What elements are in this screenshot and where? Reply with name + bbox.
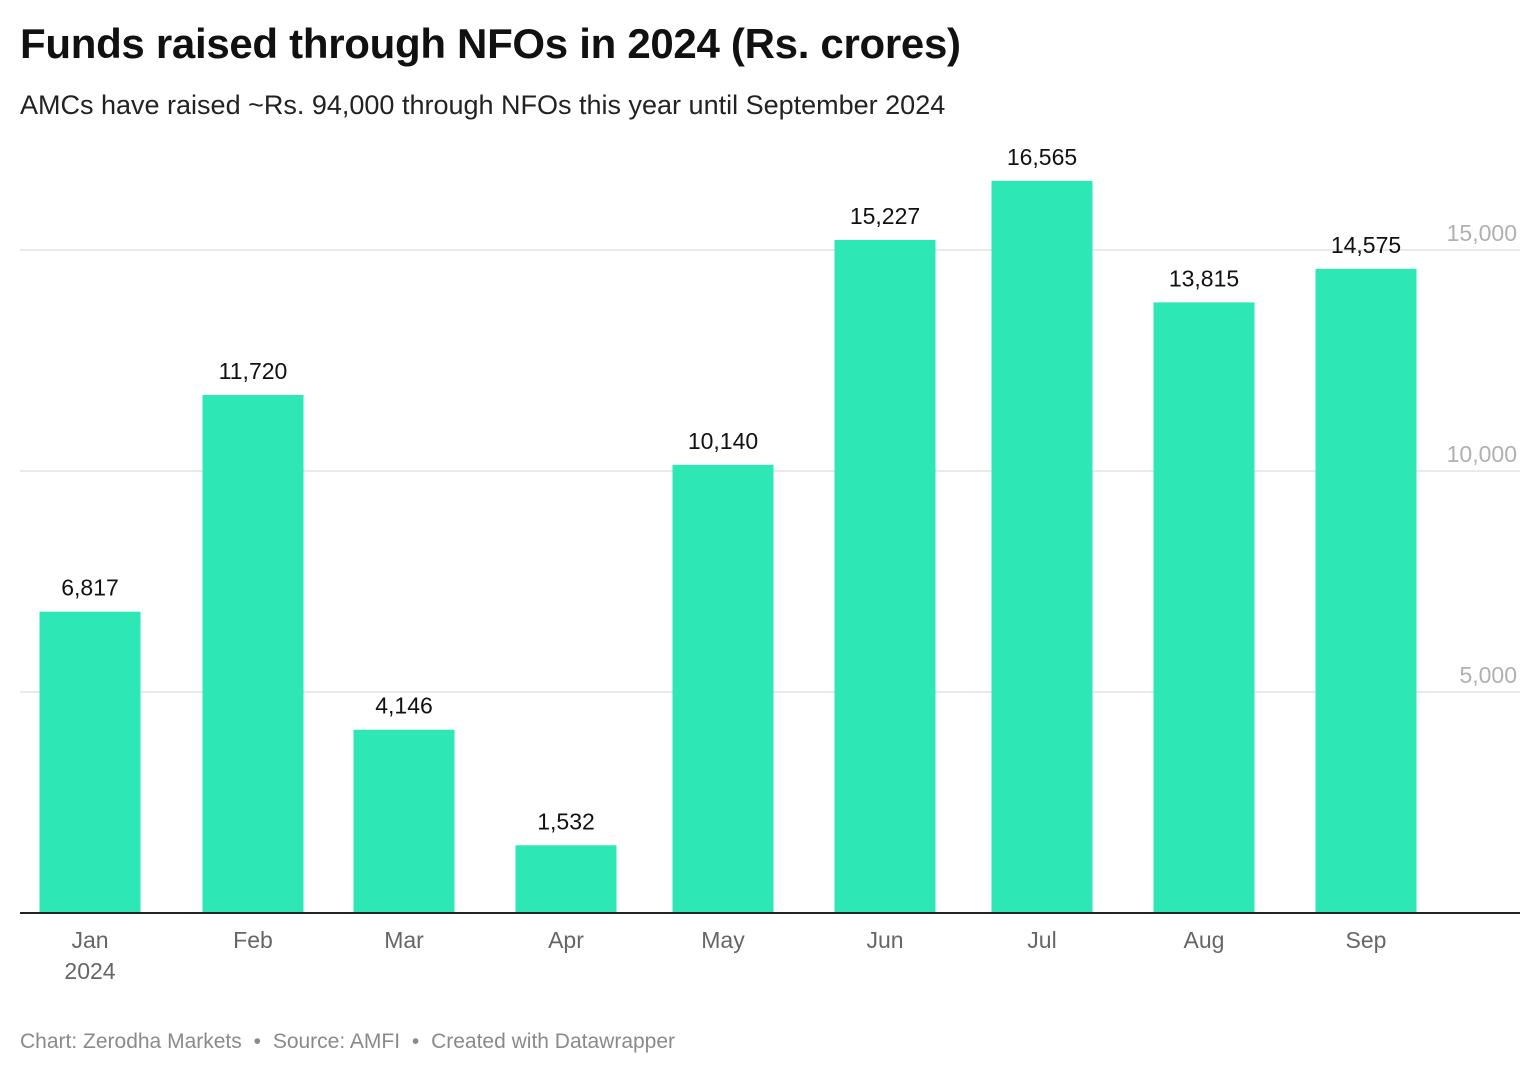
x-tick-label: Mar: [384, 927, 424, 953]
chart-title: Funds raised through NFOs in 2024 (Rs. c…: [20, 20, 961, 67]
x-tick-label: Jun: [866, 927, 903, 953]
x-tick-label: Jul: [1027, 927, 1056, 953]
value-label: 15,227: [850, 203, 920, 229]
bar-feb: [202, 394, 304, 913]
bar-jul: [991, 180, 1093, 913]
value-label: 11,720: [219, 358, 288, 384]
value-label: 13,815: [1169, 265, 1239, 291]
footer-separator: •: [411, 1030, 420, 1053]
bar-apr: [515, 845, 617, 913]
y-tick-label: 10,000: [1447, 441, 1517, 467]
bar-jun: [834, 239, 936, 913]
x-tick-label: Sep: [1346, 927, 1387, 953]
bar-jan: [39, 611, 141, 913]
value-label: 4,146: [375, 693, 433, 719]
value-label: 6,817: [61, 575, 119, 601]
chart-subtitle: AMCs have raised ~Rs. 94,000 through NFO…: [20, 90, 946, 120]
y-tick-label: 15,000: [1447, 220, 1517, 246]
x-tick-sublabel: 2024: [64, 958, 115, 984]
x-tick-label: May: [701, 927, 745, 953]
footer-separator: •: [253, 1030, 261, 1053]
x-tick-label: Aug: [1184, 927, 1225, 953]
footer-chart-credit: Chart: Zerodha Markets: [20, 1030, 242, 1053]
footer-source: Source: AMFI: [272, 1030, 401, 1053]
x-tick-label: Feb: [233, 927, 273, 953]
value-label: 10,140: [688, 428, 758, 454]
value-label: 14,575: [1331, 232, 1401, 258]
y-tick-label: 5,000: [1459, 662, 1517, 688]
x-tick-label: Jan: [71, 927, 108, 953]
value-label: 16,565: [1007, 144, 1077, 170]
value-label: 1,532: [537, 808, 595, 834]
x-tick-label: Apr: [548, 927, 584, 953]
bar-may: [672, 464, 774, 913]
bar-aug: [1153, 302, 1255, 913]
bar-sep: [1315, 268, 1417, 913]
chart-footer: Chart: Zerodha Markets • Source: AMFI • …: [20, 1030, 675, 1054]
bar-mar: [353, 729, 455, 913]
footer-datawrapper-credit: Created with Datawrapper: [431, 1030, 676, 1053]
